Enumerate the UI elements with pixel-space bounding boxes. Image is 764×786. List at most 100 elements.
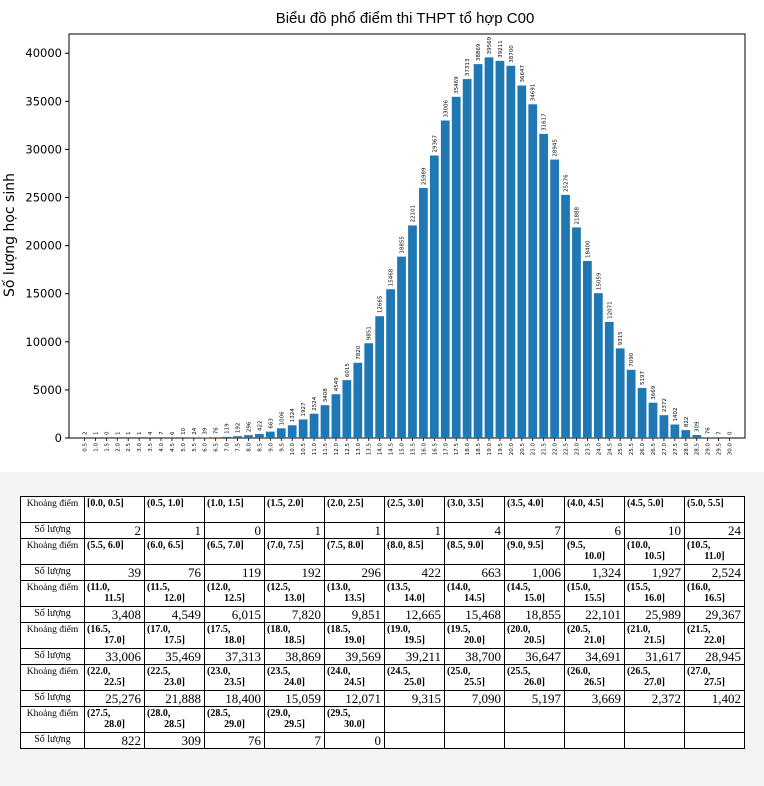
bar-value-label: 29367 [432, 135, 438, 153]
count-row: Số lượng 33,006 35,469 37,313 38,869 39,569 39… [20, 648, 745, 665]
x-tick-label: 12.0 [334, 443, 340, 456]
count-cell: 12,071 [324, 690, 385, 707]
x-tick-label: 24.0 [596, 443, 602, 456]
count-cell: 296 [324, 564, 385, 581]
x-tick-label: 15.0 [400, 443, 406, 456]
bar [353, 362, 363, 438]
x-tick-label: 20.5 [520, 443, 526, 456]
range-cell: (13.0, 13.5] [324, 580, 385, 607]
count-cell: 6 [564, 522, 625, 539]
count-cell: 1 [144, 522, 205, 539]
count-cell: 21,888 [144, 690, 205, 707]
bar [331, 394, 341, 438]
count-cell: 10 [624, 522, 685, 539]
count-cell: 7 [504, 522, 565, 539]
x-tick-label: 19.0 [487, 443, 493, 456]
bar [265, 431, 275, 438]
bar [615, 348, 625, 438]
count-cell: 1,927 [624, 564, 685, 581]
count-cell: 76 [144, 564, 205, 581]
bar-value-label: 39569 [487, 36, 493, 54]
count-cell: 28,945 [684, 648, 745, 665]
range-cell: (16.0, 16.5] [684, 580, 745, 607]
bar-value-label: 39 [203, 427, 209, 434]
range-cell [504, 706, 565, 733]
x-tick-label: 29.0 [706, 443, 712, 456]
bar-value-label: 34691 [531, 84, 537, 102]
range-cell: (17.0, 17.5] [144, 622, 205, 649]
range-cell: (24.0, 24.5] [324, 664, 385, 691]
range-cell: (19.0, 19.5] [384, 622, 445, 649]
count-cell [384, 732, 445, 749]
count-cell [624, 732, 685, 749]
bar [440, 120, 450, 438]
y-axis-label: Số lượng học sinh [1, 173, 18, 297]
count-cell: 822 [84, 732, 145, 749]
bar-value-label: 119 [225, 423, 231, 434]
x-tick-label: 21.5 [542, 443, 548, 456]
bar [211, 437, 221, 438]
x-tick-label: 23.0 [574, 443, 580, 456]
x-tick-label: 16.0 [421, 443, 427, 456]
bar-value-label: 22101 [410, 205, 416, 223]
x-tick-label: 11.0 [312, 443, 318, 456]
bar-value-label: 24 [192, 427, 198, 434]
range-row: Khoảng điểm (22.0, 22.5] (22.5, 23.0] (23.0, 2… [20, 664, 745, 691]
range-row: Khoảng điểm (16.5, 17.0] (17.0, 17.5] (17.5, 1… [20, 622, 745, 649]
range-cell [444, 706, 505, 733]
bar [572, 227, 581, 438]
range-cell [624, 706, 685, 733]
bar-value-label: 7820 [356, 345, 362, 359]
range-cell: (6.5, 7.0] [204, 538, 265, 565]
y-tick-label: 0 [55, 431, 62, 445]
bar [397, 256, 406, 438]
range-cell: (27.5, 28.0] [84, 706, 145, 733]
range-cell: (8.5, 9.0] [444, 538, 505, 565]
x-tick-label: 14.0 [378, 443, 384, 456]
x-tick-label: 19.5 [498, 443, 504, 456]
range-cell: (4.0, 4.5] [564, 496, 625, 523]
bar-value-label: 3669 [651, 385, 657, 399]
range-cell: (14.0, 14.5] [444, 580, 505, 607]
bar [473, 64, 483, 438]
x-tick-label: 24.5 [607, 443, 613, 456]
x-tick-label: 26.0 [640, 443, 646, 456]
count-row: Số lượng 3,408 4,549 6,015 7,820 9,851 12,665 1… [20, 606, 745, 623]
bar [287, 425, 297, 438]
x-tick-label: 9.0 [268, 443, 274, 452]
bar-value-label: 2 [82, 431, 88, 435]
y-tick-label: 30000 [25, 142, 62, 156]
count-cell: 7,820 [264, 606, 325, 623]
bar-value-label: 0 [728, 431, 734, 435]
range-cell: (17.5, 18.0] [204, 622, 265, 649]
bar-value-label: 6015 [345, 363, 351, 377]
count-cell: 12,665 [384, 606, 445, 623]
count-cell: 38,700 [444, 648, 505, 665]
score-table-panel: Khoảng điểm [0.0, 0.5] (0.5, 1.0] (1.0, 1.5… [20, 496, 745, 749]
count-cell: 33,006 [84, 648, 145, 665]
y-tick-label: 25000 [25, 191, 62, 205]
bar [222, 436, 231, 438]
count-cell: 15,059 [264, 690, 325, 707]
range-row-header: Khoảng điểm [20, 706, 85, 733]
bar-value-label: 12071 [607, 301, 613, 319]
range-row-header: Khoảng điểm [20, 622, 85, 649]
range-cell: (29.5, 30.0] [324, 706, 385, 733]
x-tick-label: 8.5 [257, 443, 263, 452]
bar-value-label: 1 [137, 431, 143, 435]
range-cell: (11.5, 12.0] [144, 580, 205, 607]
x-tick-label: 25.0 [618, 443, 624, 456]
count-cell: 1,006 [504, 564, 565, 581]
x-tick-label: 4.5 [170, 443, 176, 452]
x-tick-label: 23.5 [585, 443, 591, 456]
range-cell: (25.0, 25.5] [444, 664, 505, 691]
range-cell: (16.5, 17.0] [84, 622, 145, 649]
range-row-header: Khoảng điểm [20, 496, 85, 523]
bar-value-label: 663 [268, 418, 274, 429]
count-cell: 1 [324, 522, 385, 539]
bar [681, 430, 691, 438]
count-cell: 2,372 [624, 690, 685, 707]
x-tick-label: 18.0 [465, 443, 471, 456]
bar [550, 159, 559, 438]
bar [309, 413, 319, 438]
